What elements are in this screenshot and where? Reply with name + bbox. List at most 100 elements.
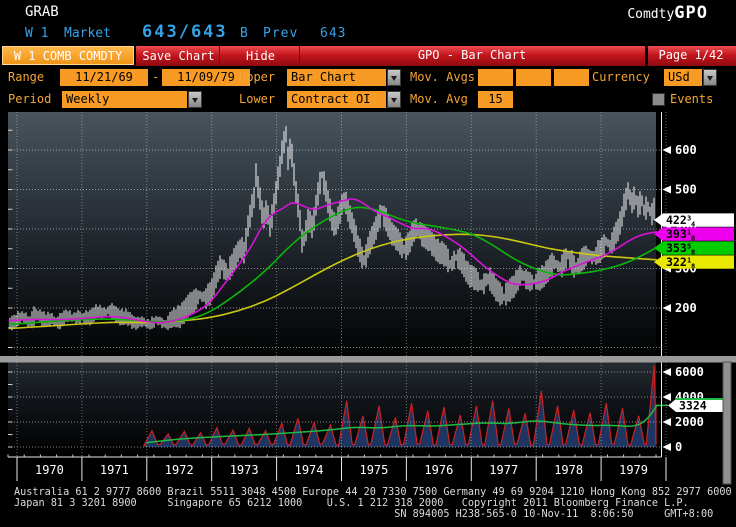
mov-avgs-label: Mov. Avgs [410,70,476,84]
function-title: ComdtyGPO [627,3,708,23]
mov-avg-period-input[interactable]: 15 [478,91,513,108]
last-price-badge: 18 [654,227,734,242]
events-label: Events [670,92,714,106]
svg-text:5: 5 [687,243,691,251]
tick-arrow-icon [662,185,671,194]
mov-avg-input-1[interactable] [478,69,513,86]
y-tick-label: 0 [675,440,682,454]
lower-dropdown-arrow-icon[interactable] [387,91,401,108]
mov-avg-input-2[interactable] [516,69,551,86]
page-indicator[interactable]: Page 1/42 [645,46,734,66]
axes [7,112,671,481]
security-type-label: Comdty [627,7,675,22]
tick-arrow-icon [662,304,671,312]
y-tick-label: 6000 [675,365,704,379]
ticker: W 1 [25,26,49,41]
last-oi-badge [668,397,730,412]
oi-average-series [146,404,668,444]
y-tick-label: 2000 [675,415,704,429]
last-price-badge: 18 [654,255,734,270]
period-dropdown-arrow-icon[interactable] [188,91,202,108]
currency-label: Currency [592,70,650,84]
quote-price: 643/643 [142,22,228,42]
range-separator: - [152,70,160,84]
period-select[interactable]: Weekly [62,91,187,108]
footer: Australia 61 2 9777 8600 Brazil 5511 304… [0,487,736,520]
last-price-badge: 58 [654,241,734,256]
mov-avg-2-series [8,206,658,326]
security-button[interactable]: W 1 COMB COMDTY [2,46,134,65]
x-tick-label: 1975 [359,463,388,477]
svg-text:322: 322 [666,255,687,269]
range-label: Range [8,70,45,84]
svg-text:422: 422 [666,213,687,227]
upper-label: Upper [239,70,276,84]
svg-text:8: 8 [691,262,695,270]
footer-contacts-1: Australia 61 2 9777 8600 Brazil 5511 304… [14,487,732,498]
oi-fill [143,365,656,447]
upper-dropdown-arrow-icon[interactable] [387,69,401,86]
oi-spike-series [143,365,657,447]
x-tick-label: 1976 [424,463,453,477]
footer-contacts-2: Japan 81 3 3201 8900 Singapore 65 6212 1… [14,498,689,509]
x-tick-label: 1970 [35,463,64,477]
quote-side: B [240,26,248,41]
x-tick-label: 1979 [619,463,648,477]
svg-text:8: 8 [691,234,695,242]
svg-text:393: 393 [666,227,687,241]
svg-text:1: 1 [687,257,691,265]
currency-select[interactable]: USd [664,69,702,86]
lower-select[interactable]: Contract OI [287,91,386,108]
y-tick-label: 500 [675,183,697,197]
tick-arrow-icon [662,418,671,426]
x-tick-label: 1974 [295,463,324,477]
toolbar-redbar: Save Chart Hide GPO - Bar Chart Page 1/4… [136,46,736,66]
market-label: Market [64,26,111,41]
toolbar: W 1 COMB COMDTY Save Chart Hide GPO - Ba… [0,46,736,66]
svg-text:3: 3 [687,215,691,223]
prev-label: Prev [263,26,299,41]
x-tick-label: 1973 [230,463,259,477]
svg-text:353: 353 [666,241,687,255]
upper-select[interactable]: Bar Chart [287,69,386,86]
grab-label: GRAB [25,4,59,20]
currency-dropdown-arrow-icon[interactable] [703,69,717,86]
range-from-input[interactable]: 11/21/69 [60,69,148,86]
save-chart-button[interactable]: Save Chart [138,46,220,66]
svg-text:8: 8 [691,248,695,256]
hide-button[interactable]: Hide [222,46,300,66]
upper-panel [8,112,667,356]
quote-line: W 1 Market 643/643 B Prev 643 [0,22,736,44]
mov-avg-input-3[interactable] [554,69,589,86]
svg-text:3324: 3324 [679,399,707,413]
tick-arrow-icon [662,443,671,451]
control-panel: Range 11/21/69 - 11/09/79 Upper Bar Char… [0,66,736,112]
panel-divider [0,356,736,363]
lower-panel [8,362,668,457]
mov-avg-1-series [8,198,658,324]
y-tick-label: 200 [675,301,697,315]
x-tick-label: 1977 [489,463,518,477]
tick-arrow-icon [662,146,671,154]
x-tick-label: 1978 [554,463,583,477]
tick-arrow-icon [662,368,671,376]
last-price-badge: 34 [654,213,734,228]
tick-arrow-icon [662,393,671,401]
mov-avg-label: Mov. Avg [410,92,468,106]
range-to-input[interactable]: 11/09/79 [162,69,250,86]
period-label: Period [8,92,52,106]
x-tick-label: 1971 [100,463,129,477]
chart-title: GPO - Bar Chart [417,48,527,62]
x-tick-label: 1972 [165,463,194,477]
footer-session-info: SN 894005 H238-565-0 10-Nov-11 8:06:50 G… [14,509,714,520]
events-checkbox[interactable] [652,93,665,106]
scrollbar[interactable] [722,361,732,485]
function-code: GPO [674,3,708,23]
y-tick-label: 600 [675,143,697,157]
svg-text:4: 4 [691,220,695,228]
prev-value: 643 [320,26,347,41]
svg-text:1: 1 [687,229,691,237]
lower-label: Lower [239,92,276,106]
chart-svg: 1970 1971 1972 1973 1974 1975 1976 1977 1978 1979… [0,112,736,485]
